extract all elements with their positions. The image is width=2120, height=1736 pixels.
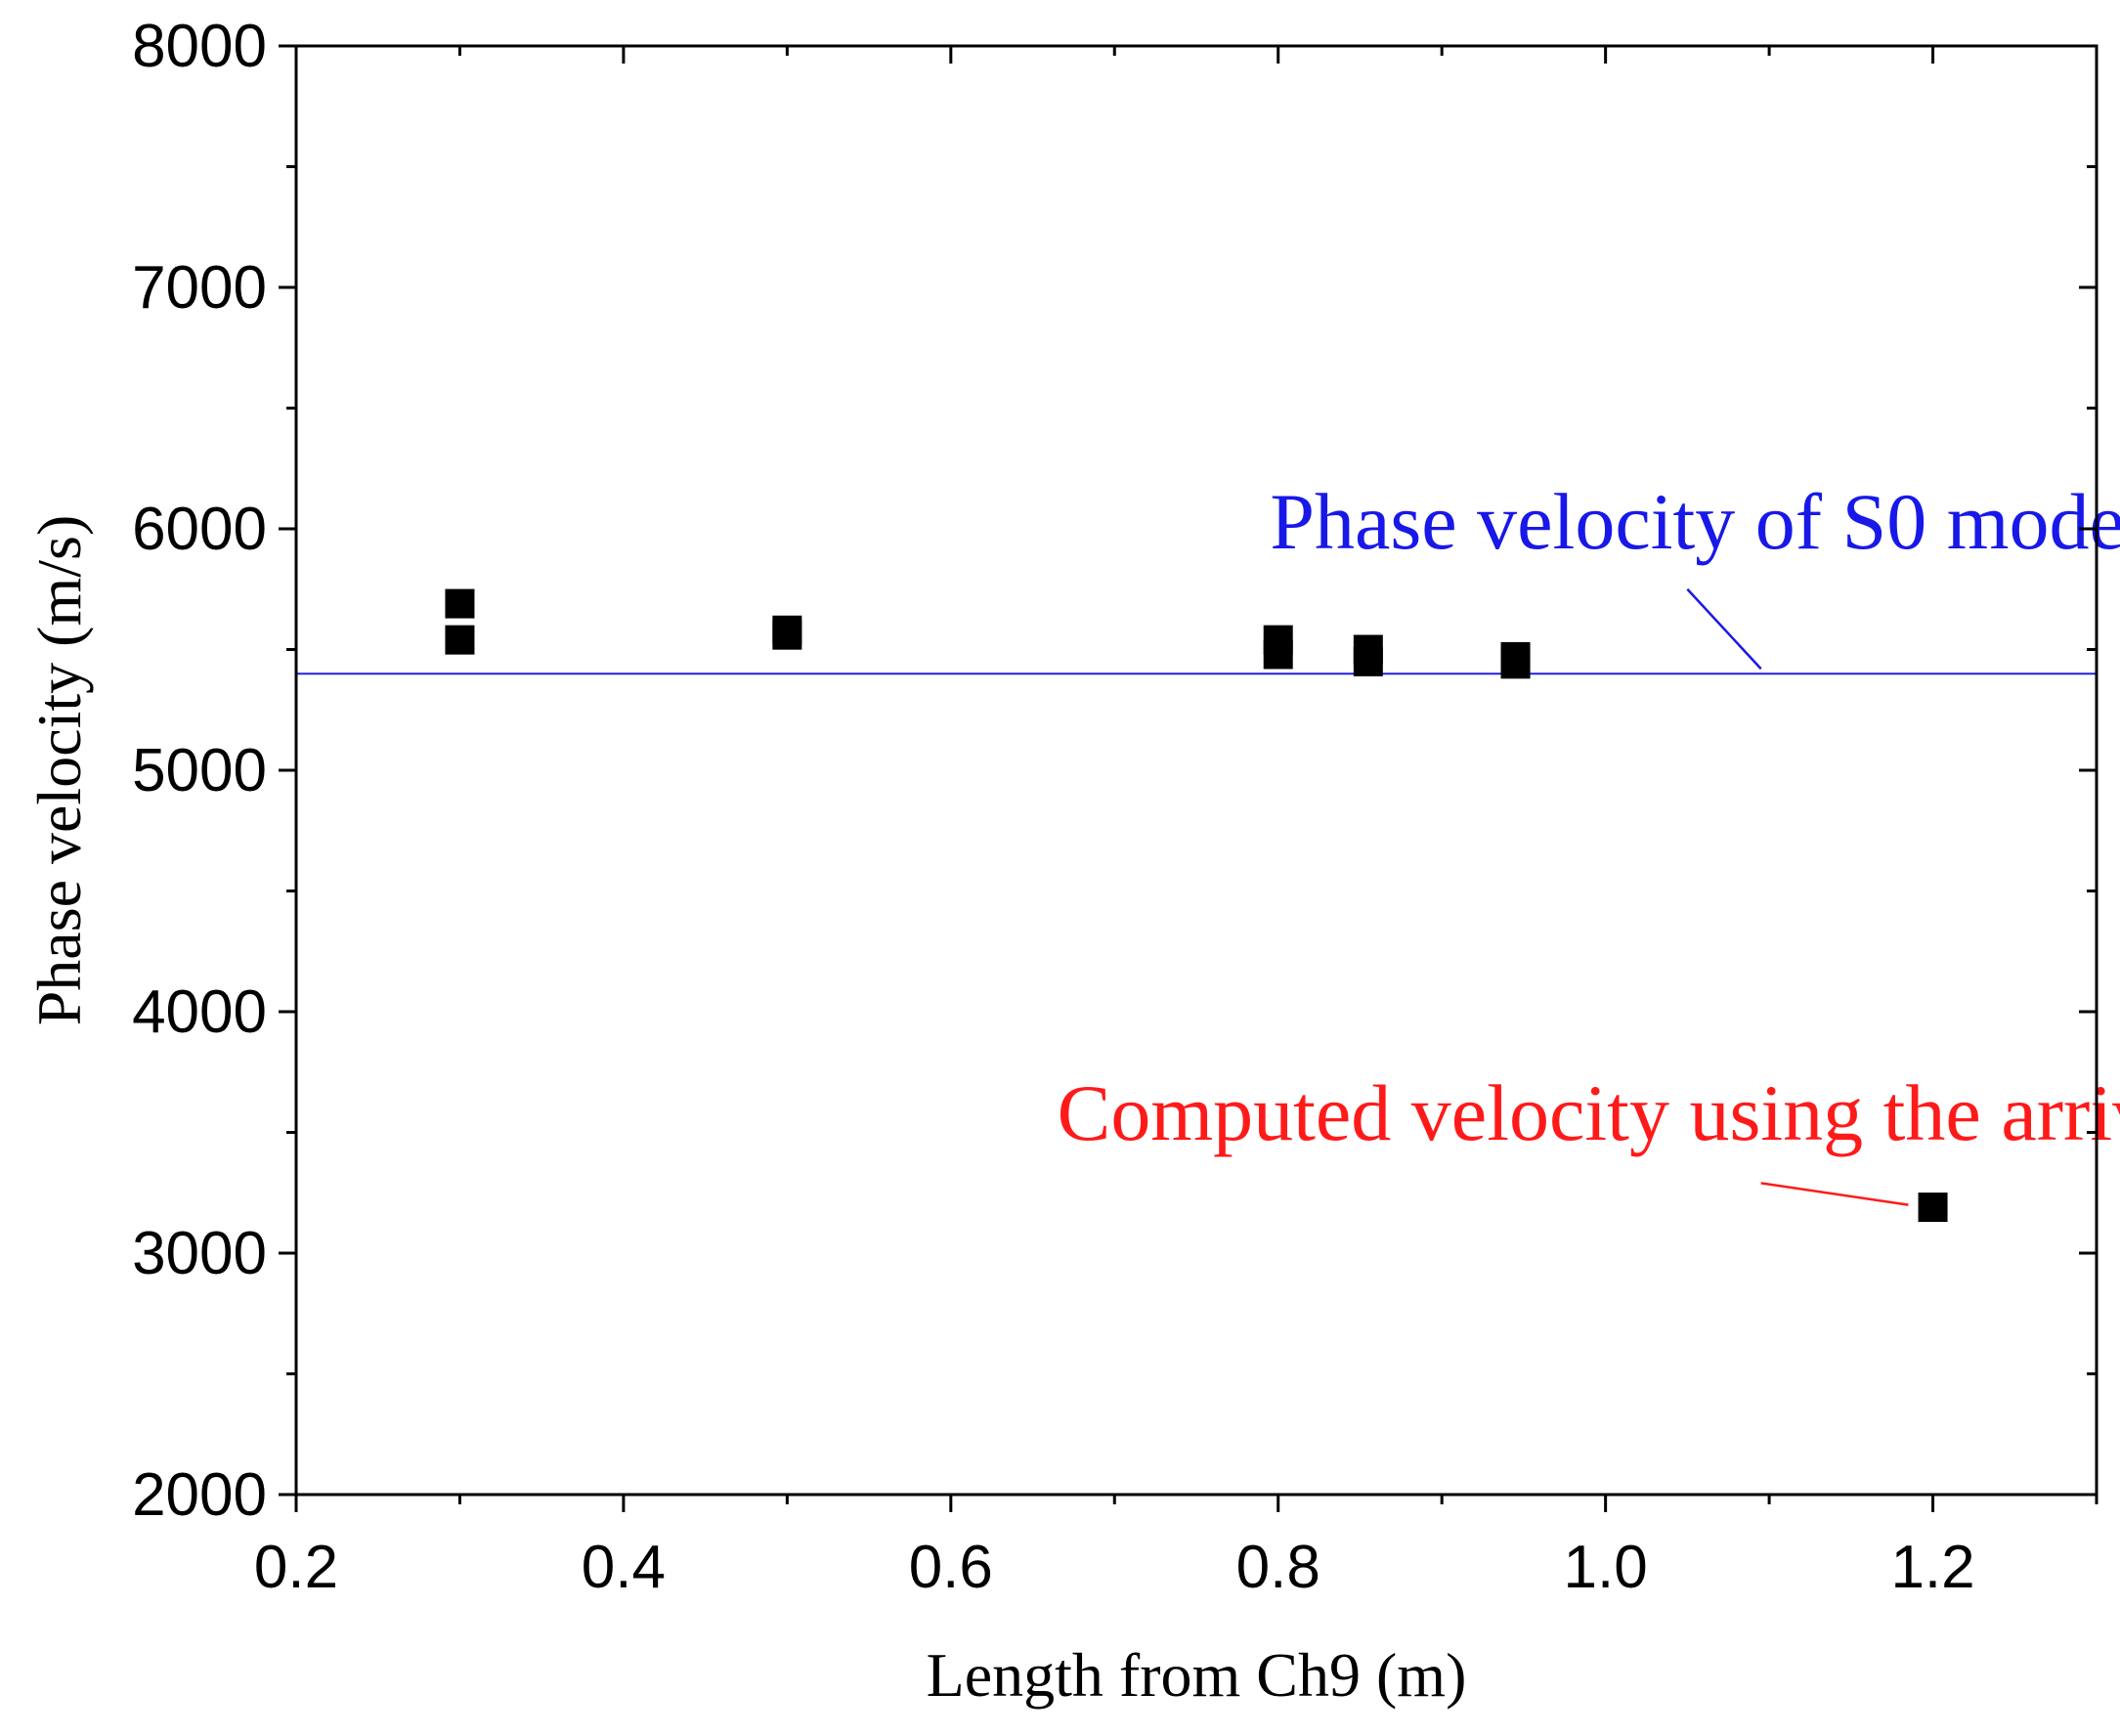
data-points-layer <box>445 588 1948 1223</box>
labels-layer: 0.2 0.4 0.6 0.8 1.0 1.2 2000 3000 4000 5000 6000 70… <box>24 13 1975 1710</box>
x-tick-label: 0.2 <box>254 1534 338 1601</box>
data-point <box>445 588 475 619</box>
x-tick-label: 0.8 <box>1236 1534 1320 1601</box>
x-tick-label: 1.2 <box>1890 1534 1974 1601</box>
annotation-text: Phase velocity of S0 mode lamb wave <box>1270 477 2120 566</box>
axes-layer <box>279 44 2098 1512</box>
data-point <box>772 620 802 650</box>
data-point <box>1263 639 1293 670</box>
data-point <box>1500 649 1531 679</box>
y-tick-label: 6000 <box>132 496 267 563</box>
annotation-pointer <box>1760 1182 1909 1206</box>
y-tick-label: 4000 <box>132 978 267 1046</box>
annotations-layer: Phase velocity of S0 mode lamb wave Compu… <box>1058 477 2120 1206</box>
data-point <box>445 625 475 655</box>
data-point <box>1918 1193 1948 1223</box>
y-tick-label: 3000 <box>132 1220 267 1287</box>
y-axis-title: Phase velocity (m/s) <box>24 515 94 1026</box>
x-tick-label: 1.0 <box>1564 1534 1648 1601</box>
y-tick-label: 8000 <box>132 13 267 80</box>
annotation-pointer <box>1686 587 1762 671</box>
y-tick-label: 7000 <box>132 254 267 322</box>
x-axis-title: Length from Ch9 (m) <box>927 1640 1467 1710</box>
y-tick-label: 2000 <box>132 1461 267 1529</box>
annotation-text: Computed velocity using the arrival time… <box>1058 1068 2120 1157</box>
y-tick-label: 5000 <box>132 737 267 804</box>
x-tick-label: 0.4 <box>582 1534 666 1601</box>
data-point <box>1353 646 1383 676</box>
x-tick-label: 0.6 <box>909 1534 993 1601</box>
